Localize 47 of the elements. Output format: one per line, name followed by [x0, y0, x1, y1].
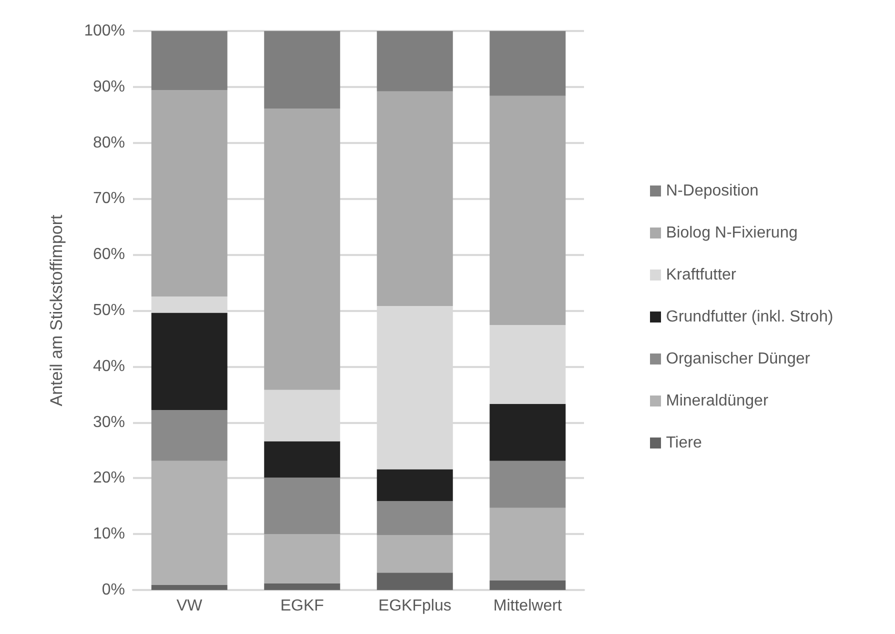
bar: [264, 534, 340, 584]
legend-label: Biolog N-Fixierung: [666, 224, 798, 242]
y-tick-label: 60%: [92, 246, 125, 264]
bar: [376, 501, 453, 536]
bar: [151, 31, 228, 90]
x-tick-label: Mittelwert: [493, 598, 562, 614]
y-tick-label: 0%: [102, 582, 125, 598]
bar: [490, 96, 566, 326]
legend-label: Tiere: [666, 434, 702, 452]
legend-label: Grundfutter (inkl. Stroh): [666, 308, 834, 326]
y-tick-label: 10%: [92, 526, 125, 543]
y-tick-label: 30%: [92, 414, 125, 431]
bar: [376, 572, 453, 590]
bar: [376, 469, 453, 502]
bar: [264, 31, 340, 109]
y-tick-label: 80%: [92, 134, 125, 152]
y-tick-label: 90%: [92, 78, 125, 96]
bar: [490, 31, 566, 96]
x-tick-label: VW: [176, 598, 204, 614]
x-tick-label: EGKF: [280, 598, 324, 614]
y-tick-label: 70%: [92, 190, 125, 208]
y-tick-label: 40%: [92, 358, 125, 375]
x-tick-label: EGKFplus: [378, 598, 452, 614]
bar: [151, 90, 228, 297]
legend-label: N-Deposition: [666, 182, 758, 200]
legend-label: Organischer Dünger: [666, 350, 811, 368]
y-tick-label: 100%: [84, 22, 125, 40]
bar: [264, 478, 340, 534]
y-tick-label: 50%: [92, 302, 125, 319]
bar: [490, 508, 566, 580]
bar: [490, 404, 566, 461]
bar: [151, 312, 228, 410]
bar: [490, 580, 566, 590]
bar: [376, 31, 453, 92]
bar: [264, 108, 340, 390]
y-tick-label: 20%: [92, 470, 125, 487]
legend-label: Kraftfutter: [666, 266, 737, 284]
bar: [151, 460, 228, 585]
y-axis-title: Anteil am Stickstoffimport: [47, 214, 66, 406]
bar: [264, 583, 340, 590]
bar: [490, 460, 566, 508]
bar: [376, 535, 453, 573]
bar: [151, 584, 228, 590]
bar: [151, 410, 228, 461]
bar: [264, 441, 340, 478]
legend-label: Mineraldünger: [666, 392, 769, 410]
bar: [376, 91, 453, 306]
